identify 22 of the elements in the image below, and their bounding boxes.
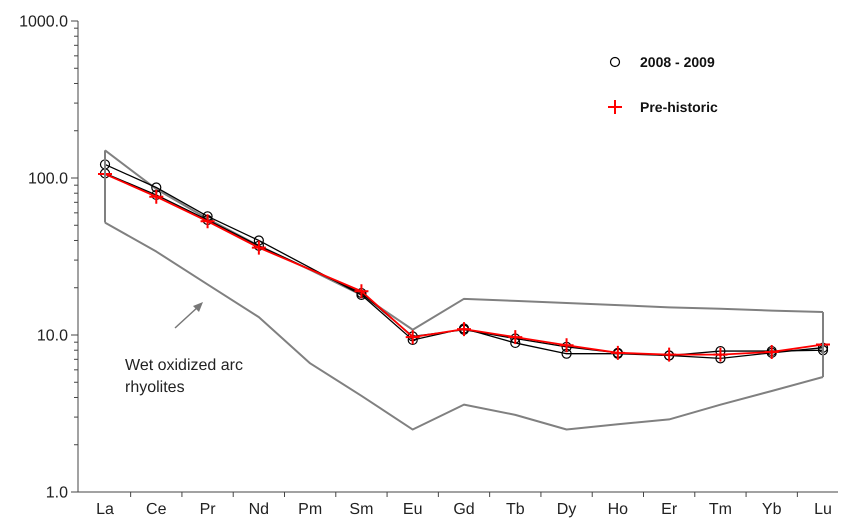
x-tick-label: Lu bbox=[814, 501, 832, 518]
x-tick-label: Ho bbox=[608, 501, 628, 518]
x-tick-label: Nd bbox=[248, 501, 270, 518]
x-tick-label: La bbox=[96, 501, 114, 518]
x-tick-label: Gd bbox=[453, 501, 475, 518]
y-tick-label: 1000.0 bbox=[19, 14, 68, 31]
x-tick-label: Yb bbox=[762, 501, 782, 518]
x-tick-label: Er bbox=[661, 501, 678, 518]
y-tick-label: 100.0 bbox=[28, 170, 68, 188]
x-tick-label: Sm bbox=[349, 501, 374, 518]
x-tick-label: Dy bbox=[556, 501, 576, 518]
legend-label: Pre-historic bbox=[640, 98, 718, 115]
y-tick-label: 1.0 bbox=[46, 484, 68, 502]
x-tick-label: Pr bbox=[200, 501, 216, 518]
x-tick-label: Tm bbox=[708, 501, 732, 518]
x-tick-label: Pm bbox=[298, 501, 322, 518]
annotation: Wet oxidized arc rhyolites bbox=[125, 357, 243, 396]
x-tick-label: Eu bbox=[402, 501, 423, 518]
legend-label: 2008 - 2009 bbox=[640, 54, 715, 70]
y-tick-label: 10.0 bbox=[36, 328, 68, 345]
x-tick-label: Ce bbox=[146, 501, 167, 518]
x-tick-label: Tb bbox=[506, 501, 525, 518]
